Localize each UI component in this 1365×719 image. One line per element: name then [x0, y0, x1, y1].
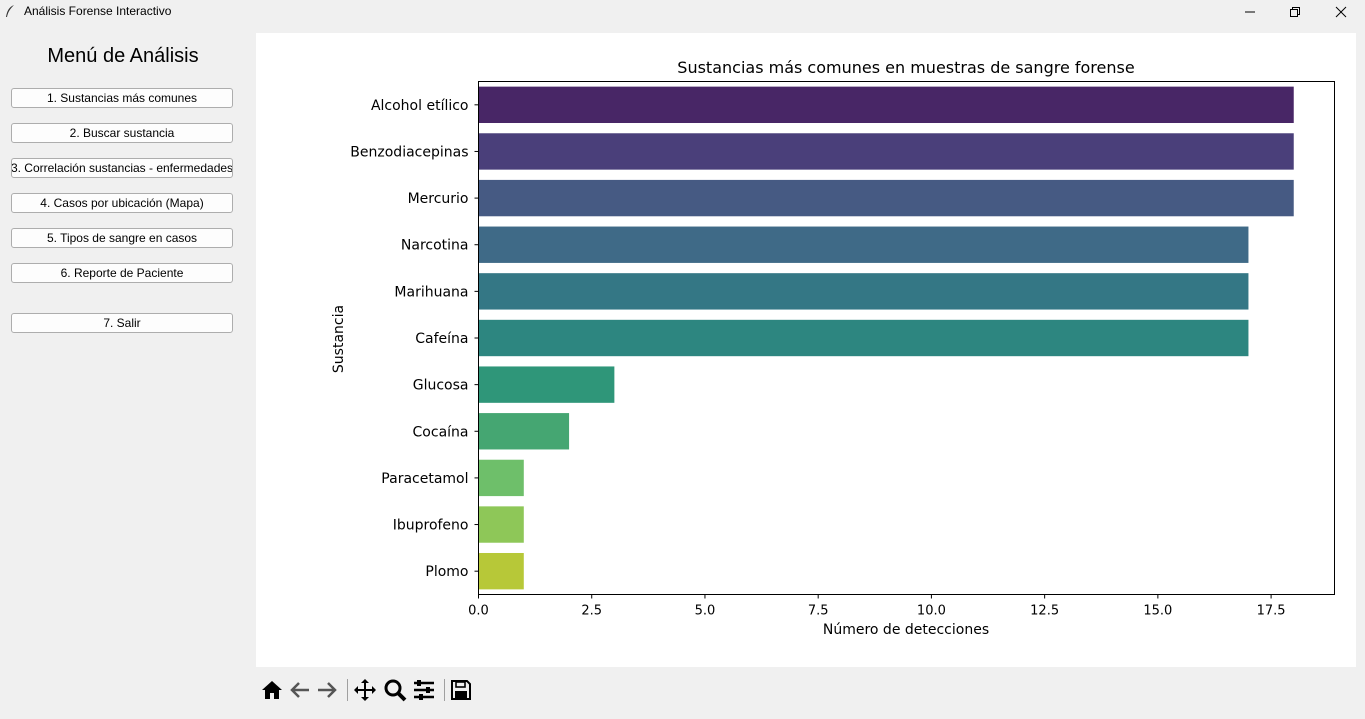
- x-tick-label: 12.5: [1030, 604, 1059, 619]
- bar: [478, 179, 1294, 217]
- bar: [478, 273, 1249, 310]
- y-tick-label: Cafeína: [415, 331, 468, 347]
- bar-chart: Sustancias más comunes en muestras de sa…: [331, 58, 1335, 638]
- save-icon: [451, 680, 471, 700]
- title-bar: Análisis Forense Interactivo: [0, 0, 1365, 23]
- bar: [478, 459, 524, 497]
- menu-button-salir[interactable]: 7. Salir: [11, 313, 233, 333]
- y-tick-label: Cocaína: [413, 424, 469, 440]
- y-tick-label: Mercurio: [408, 191, 469, 207]
- home-icon: [262, 681, 282, 699]
- bar: [478, 226, 1249, 263]
- pan-icon: [354, 679, 376, 701]
- close-icon: [1335, 6, 1347, 17]
- navigation-toolbar: [256, 676, 496, 706]
- menu-button-mapa[interactable]: 4. Casos por ubicación (Mapa): [11, 193, 233, 213]
- y-axis-label: Sustancia: [331, 305, 347, 373]
- bar: [478, 366, 615, 403]
- x-tick-label: 10.0: [917, 604, 946, 619]
- menu-button-correlacion[interactable]: 3. Correlación sustancias - enfermedades: [11, 158, 233, 178]
- y-tick-label: Ibuprofeno: [393, 518, 469, 534]
- minimize-button[interactable]: [1227, 0, 1273, 23]
- home-button[interactable]: [259, 676, 285, 704]
- bar: [478, 133, 1294, 170]
- pan-button[interactable]: [352, 676, 378, 704]
- x-tick-label: 15.0: [1143, 604, 1172, 619]
- bar: [478, 552, 524, 590]
- toolbar-separator: [347, 679, 348, 701]
- sidebar: Menú de Análisis 1. Sustancias más comun…: [0, 23, 246, 719]
- chart-title: Sustancias más comunes en muestras de sa…: [677, 58, 1134, 77]
- bar: [478, 319, 1249, 357]
- y-tick-label: Marihuana: [394, 284, 468, 300]
- x-tick-label: 2.5: [581, 604, 602, 619]
- x-tick-label: 0.0: [468, 604, 489, 619]
- x-tick-label: 5.0: [695, 604, 716, 619]
- configure-subplots-button[interactable]: [411, 676, 437, 704]
- y-tick-label: Alcohol etílico: [371, 98, 469, 114]
- axes-frame: [478, 81, 1335, 595]
- forward-button[interactable]: [314, 676, 340, 704]
- zoom-button[interactable]: [382, 676, 408, 704]
- x-tick-label: 17.5: [1257, 604, 1286, 619]
- toolbar-separator: [444, 679, 445, 701]
- back-icon: [290, 682, 309, 698]
- configure-subplots-icon: [414, 680, 434, 700]
- menu-button-buscar[interactable]: 2. Buscar sustancia: [11, 123, 233, 143]
- y-tick-label: Plomo: [425, 564, 468, 580]
- menu-button-reporte[interactable]: 6. Reporte de Paciente: [11, 263, 233, 283]
- close-button[interactable]: [1318, 0, 1364, 23]
- chart-figure: Sustancias más comunes en muestras de sa…: [256, 33, 1356, 667]
- save-button[interactable]: [448, 676, 474, 704]
- back-button[interactable]: [287, 676, 313, 704]
- menu-button-tipos-sangre[interactable]: 5. Tipos de sangre en casos: [11, 228, 233, 248]
- bar: [478, 506, 524, 543]
- bar: [478, 413, 570, 450]
- y-tick-label: Paracetamol: [381, 471, 468, 487]
- y-tick-label: Glucosa: [413, 378, 469, 394]
- zoom-icon: [384, 679, 407, 702]
- y-tick-label: Benzodiacepinas: [350, 144, 468, 160]
- x-tick-label: 7.5: [808, 604, 829, 619]
- forward-icon: [318, 682, 337, 698]
- minimize-icon: [1245, 11, 1255, 12]
- x-axis-label: Número de detecciones: [823, 622, 989, 638]
- restore-icon: [1290, 6, 1300, 17]
- menu-title: Menú de Análisis: [47, 45, 199, 67]
- feather-icon: [6, 5, 14, 17]
- y-tick-label: Narcotina: [401, 238, 469, 254]
- window-title: Análisis Forense Interactivo: [24, 4, 172, 18]
- menu-button-sustancias[interactable]: 1. Sustancias más comunes: [11, 88, 233, 108]
- restore-button[interactable]: [1272, 0, 1318, 23]
- bar: [478, 86, 1294, 124]
